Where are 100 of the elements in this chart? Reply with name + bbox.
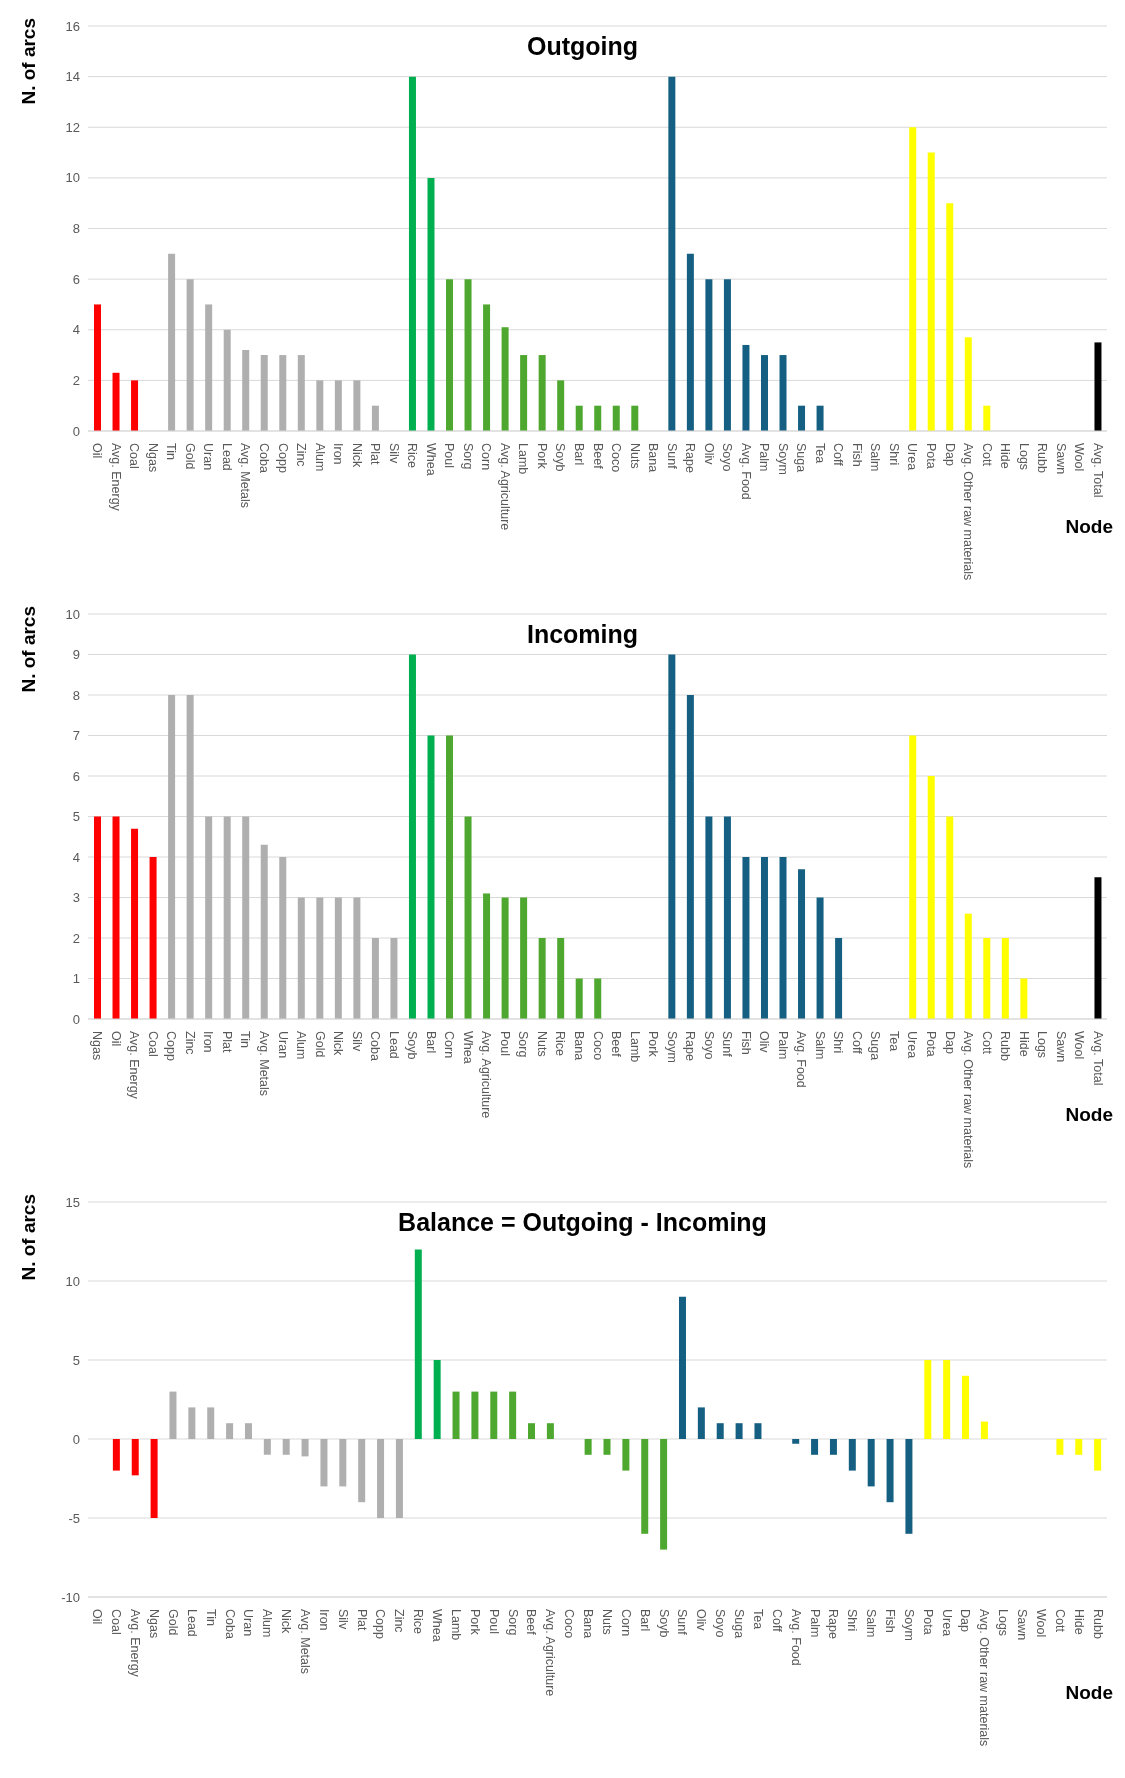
x-tick-label: Avg. Other raw materials — [961, 1031, 976, 1169]
bar — [260, 355, 268, 431]
bar — [301, 1439, 309, 1457]
x-tick-label: Oil — [108, 1031, 123, 1047]
bar — [927, 152, 935, 431]
x-tick-label: Avg. Food — [788, 1609, 803, 1666]
bar — [205, 816, 213, 1019]
x-tick-label: Iron — [331, 443, 346, 465]
x-tick-label: Soym — [901, 1609, 916, 1641]
x-tick-label: Shri — [886, 443, 901, 466]
y-tick-label: 5 — [72, 809, 80, 825]
x-axis-title: Node — [1065, 1104, 1113, 1126]
bar — [94, 304, 101, 431]
x-tick-label: Coal — [109, 1609, 124, 1635]
y-tick-label: 0 — [72, 1011, 80, 1027]
bar — [390, 938, 398, 1019]
x-tick-label: Coco — [609, 443, 624, 473]
x-tick-label: Cott — [979, 1031, 994, 1055]
bar — [371, 405, 379, 431]
x-tick-label: Lead — [386, 1031, 401, 1059]
x-tick-label: Avg. Metals — [257, 1031, 272, 1097]
bar — [464, 816, 472, 1019]
x-tick-label: Tin — [203, 1609, 218, 1626]
bar — [697, 1407, 705, 1439]
bar — [242, 816, 250, 1019]
x-tick-label: Corn — [442, 1031, 457, 1059]
x-tick-label: Avg. Other raw materials — [977, 1609, 992, 1747]
x-tick-label: Sorg — [505, 1609, 520, 1636]
x-tick-label: Tea — [812, 443, 827, 464]
x-tick-label: Alum — [312, 443, 327, 472]
x-tick-label: Avg. Agriculture — [497, 443, 512, 531]
x-tick-label: Whea — [430, 1609, 445, 1642]
y-tick-label: 15 — [65, 1194, 80, 1210]
x-tick-label: Suga — [794, 443, 809, 473]
x-tick-label: Coal — [145, 1031, 160, 1057]
x-tick-label: Avg. Agriculture — [543, 1609, 558, 1697]
x-tick-label: Palm — [775, 1031, 790, 1060]
bar — [446, 279, 454, 431]
bar — [168, 253, 176, 431]
bar — [334, 380, 342, 431]
bar — [735, 1423, 743, 1439]
bar — [150, 1439, 158, 1518]
bar — [1075, 1439, 1083, 1455]
y-tick-label: 2 — [72, 930, 80, 946]
x-tick-label: Poul — [486, 1609, 501, 1635]
x-tick-label: Lamb — [516, 443, 531, 475]
bar — [131, 1439, 139, 1476]
x-tick-label: Barl — [637, 1609, 652, 1632]
y-tick-label: 2 — [72, 372, 80, 388]
bar — [798, 405, 806, 431]
chart-title: Balance = Outgoing - Incoming — [398, 1208, 767, 1236]
y-tick-label: 1 — [72, 971, 80, 987]
x-tick-label: Logs — [996, 1609, 1011, 1637]
x-tick-label: Oil — [90, 1609, 105, 1625]
x-tick-label: Avg. Energy — [127, 1031, 142, 1100]
x-tick-label: Rape — [683, 443, 698, 473]
x-tick-label: Soyo — [720, 443, 735, 472]
bar — [339, 1439, 347, 1487]
bar — [594, 978, 602, 1019]
x-tick-label: Avg. Agriculture — [479, 1031, 494, 1119]
bar — [668, 654, 676, 1019]
x-tick-label: Urea — [939, 1609, 954, 1637]
x-tick-label: Lead — [219, 443, 234, 471]
bar — [244, 1423, 252, 1439]
bar — [528, 1423, 536, 1439]
x-tick-label: Iron — [316, 1609, 331, 1631]
x-tick-label: Gold — [312, 1031, 327, 1058]
x-tick-label: Dap — [958, 1609, 973, 1632]
x-tick-label: Hide — [1071, 1609, 1086, 1635]
bar — [282, 1439, 290, 1455]
x-tick-label: Sunf — [664, 443, 679, 470]
x-axis-title: Node — [1065, 1682, 1113, 1704]
bar — [584, 1439, 592, 1455]
x-tick-label: Copp — [373, 1609, 388, 1639]
bar — [297, 897, 305, 1019]
y-tick-label: 4 — [72, 322, 80, 338]
bar — [395, 1439, 403, 1518]
x-tick-label: Suga — [732, 1609, 747, 1639]
x-tick-label: Dap — [942, 1031, 957, 1054]
x-tick-label: Iron — [201, 1031, 216, 1053]
y-tick-label: -10 — [61, 1589, 80, 1605]
x-tick-label: Logs — [1016, 443, 1031, 471]
x-tick-label: Oliv — [757, 1031, 772, 1054]
bar — [816, 405, 824, 431]
bar — [964, 913, 972, 1019]
bar — [112, 816, 120, 1019]
x-tick-label: Whea — [423, 443, 438, 476]
bar — [242, 350, 250, 431]
x-tick-label: Rubb — [1090, 1609, 1105, 1639]
x-tick-label: Silv — [335, 1609, 350, 1630]
bar — [668, 76, 676, 431]
x-tick-label: Rape — [683, 1031, 698, 1061]
x-tick-label: Nick — [279, 1609, 294, 1635]
bar — [946, 816, 954, 1019]
x-tick-label: Pota — [923, 443, 938, 469]
bar — [501, 327, 509, 431]
bar — [316, 380, 324, 431]
x-tick-label: Nick — [331, 1031, 346, 1057]
bar — [186, 279, 194, 431]
bar — [205, 304, 213, 431]
